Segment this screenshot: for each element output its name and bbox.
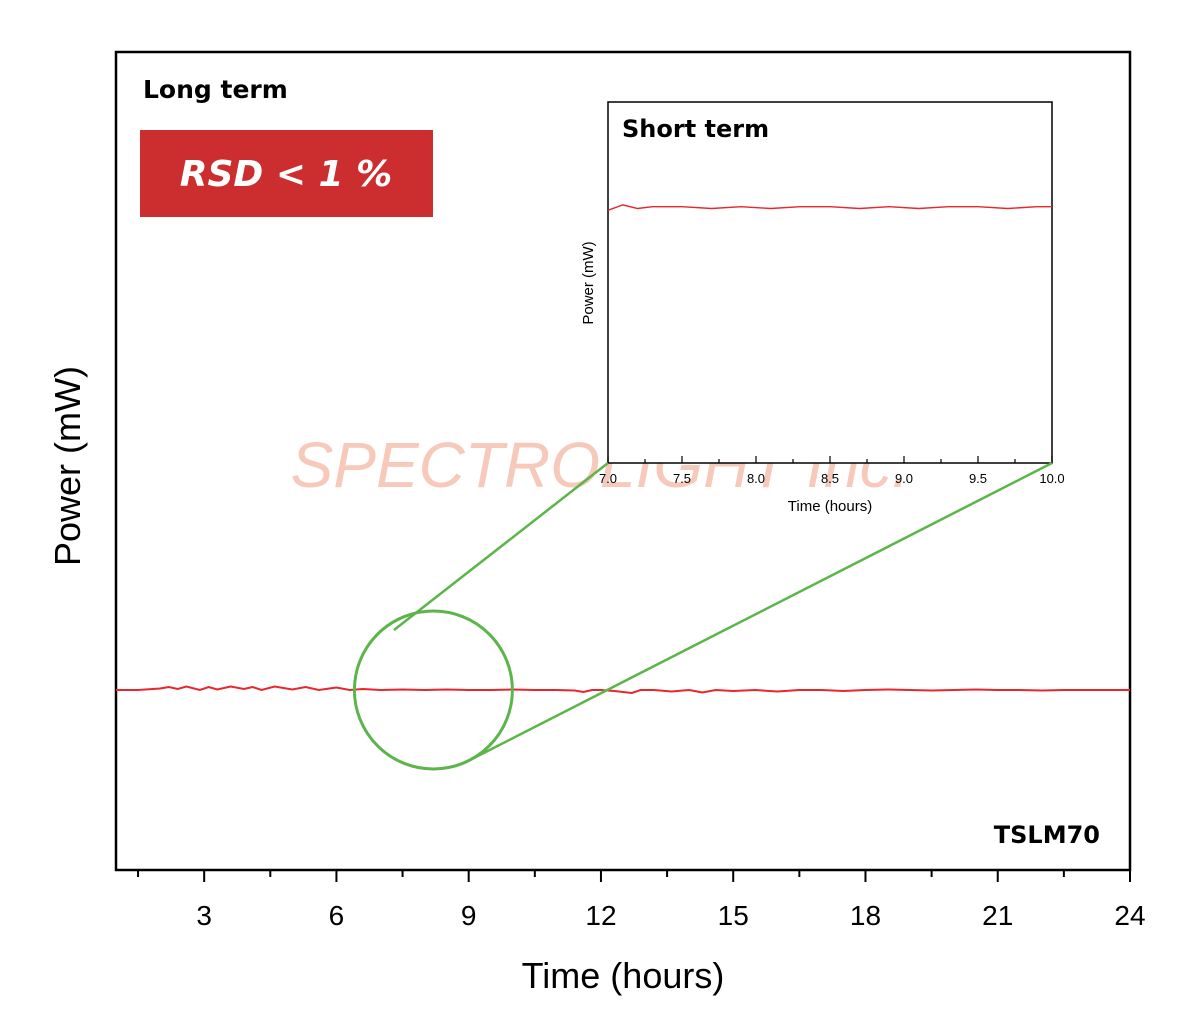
- inset-x-ticks: [607, 456, 1053, 463]
- inset-x-tick-label: 7.0: [599, 471, 617, 486]
- main-series-line: [116, 685, 1130, 695]
- inset-series-line: [607, 204, 1052, 211]
- main-x-axis-label: Time (hours): [522, 955, 725, 996]
- main-x-tick-labels: 3 6 9 12 15 18 21 24: [196, 900, 1145, 931]
- rsd-badge: [140, 130, 433, 217]
- main-x-tick-label: 18: [850, 900, 881, 931]
- main-x-ticks: [137, 870, 1131, 882]
- inset-chart-title: Short term: [622, 115, 769, 143]
- inset-x-tick-label: 9.5: [969, 471, 987, 486]
- main-x-tick-label: 21: [982, 900, 1013, 931]
- main-y-axis-label: Power (mW): [47, 366, 88, 566]
- main-x-tick-label: 9: [461, 900, 477, 931]
- inset-x-tick-label: 7.5: [673, 471, 691, 486]
- inset-x-tick-label: 9.0: [895, 471, 913, 486]
- inset-y-axis-label: Power (mW): [580, 241, 597, 324]
- zoom-circle: [352, 609, 514, 771]
- inset-plot-frame: [607, 101, 1053, 464]
- model-label: TSLM70: [994, 821, 1100, 849]
- inset-x-tick-label: 10.0: [1039, 471, 1064, 486]
- inset-x-tick-label: 8.5: [821, 471, 839, 486]
- main-chart-title: Long term: [143, 75, 288, 104]
- main-x-tick-label: 12: [585, 900, 616, 931]
- main-x-tick-label: 6: [329, 900, 345, 931]
- main-x-tick-label: 3: [196, 900, 212, 931]
- main-x-tick-label: 24: [1114, 900, 1145, 931]
- main-x-tick-label: 15: [718, 900, 749, 931]
- zoom-connector-right: [469, 461, 1053, 762]
- zoom-connector-left: [393, 462, 609, 631]
- inset-x-tick-labels: 7.0 7.5 8.0 8.5 9.0 9.5 10.0: [599, 471, 1065, 486]
- inset-x-tick-label: 8.0: [747, 471, 765, 486]
- rsd-badge-text: RSD < 1 %: [180, 154, 392, 195]
- inset-x-axis-label: Time (hours): [788, 498, 872, 515]
- main-plot-frame: [114, 50, 1132, 872]
